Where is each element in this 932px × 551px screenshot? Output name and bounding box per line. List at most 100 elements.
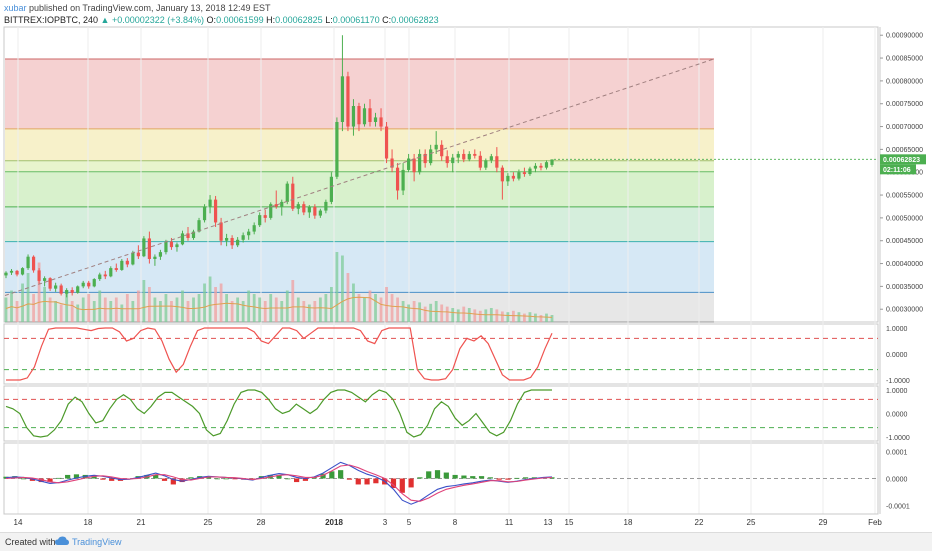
candle-body xyxy=(407,158,411,170)
high-value: 0.00062825 xyxy=(275,15,323,25)
time-axis-label: 28 xyxy=(257,518,266,527)
volume-bar xyxy=(54,301,58,322)
candle-body xyxy=(467,153,471,160)
time-axis-label: 29 xyxy=(819,518,828,527)
tradingview-cloud-icon[interactable] xyxy=(55,536,69,546)
macd-histogram-bar xyxy=(338,470,344,479)
macd-histogram-bar xyxy=(522,477,529,479)
macd-histogram-bar xyxy=(21,478,27,480)
price-axis-label: 0.00065000 xyxy=(886,147,923,154)
candle-body xyxy=(252,225,256,232)
candle-body xyxy=(48,278,52,289)
candle-body xyxy=(186,233,190,238)
volume-bar xyxy=(164,294,168,322)
macd-pane[interactable]: 0.0001 0.0000 -0.0001 xyxy=(3,449,910,511)
stoch-pane-border xyxy=(3,323,879,385)
candle-body xyxy=(351,106,356,127)
volume-bar xyxy=(396,297,399,322)
candle-body xyxy=(302,204,306,213)
time-axis[interactable]: 14 18 21 25 28 2018 3 5 8 11 13 15 18 22 25 29 Feb xyxy=(4,513,882,527)
volume-bar xyxy=(539,315,543,322)
volume-bar xyxy=(103,297,107,322)
trend-line[interactable] xyxy=(4,58,715,296)
candle-body xyxy=(451,157,455,164)
last-price-tag-bg xyxy=(880,154,926,165)
macd-histogram-bar xyxy=(302,478,309,481)
volume-bar xyxy=(517,312,521,322)
rsi-pane-border xyxy=(3,385,879,442)
candle-body xyxy=(423,153,427,164)
candle-body xyxy=(4,272,8,276)
candle-body xyxy=(164,241,168,253)
fib-retracement[interactable] xyxy=(3,26,879,515)
candle-body xyxy=(109,268,113,277)
time-axis-label: Feb xyxy=(868,518,882,527)
volume-bar xyxy=(296,297,300,322)
macd-histogram-bar xyxy=(329,471,335,479)
candle-body xyxy=(373,117,378,122)
price-axis-label: 0.00075000 xyxy=(886,101,923,108)
author-link[interactable]: xubar xyxy=(4,3,27,13)
macd-histogram-bar xyxy=(100,478,106,480)
volume-bar xyxy=(147,287,151,322)
volume-bar xyxy=(329,287,333,322)
time-axis-label: 15 xyxy=(565,518,574,527)
volume-bar xyxy=(192,297,195,322)
candle-body xyxy=(269,204,273,218)
time-axis-label: 18 xyxy=(624,518,633,527)
fib-zone xyxy=(5,206,714,242)
volume-bar xyxy=(346,273,350,322)
price-axis-label: 0.00050000 xyxy=(886,215,923,222)
candle-body xyxy=(15,270,19,275)
volume-bar xyxy=(76,304,80,322)
macd-histogram-bar xyxy=(170,478,176,485)
volume-bar xyxy=(43,287,47,322)
candle-body xyxy=(197,220,201,232)
candle-body xyxy=(31,256,36,271)
volume-bar xyxy=(379,297,383,322)
candle-body xyxy=(43,278,47,281)
volume-bar xyxy=(32,294,35,322)
open-label: O: xyxy=(206,15,217,25)
price-axis-label: 0.00040000 xyxy=(886,261,923,268)
volume-bar xyxy=(252,294,256,322)
candle-body xyxy=(92,279,96,287)
volume-bar xyxy=(4,297,8,322)
stoch-rsi-pane[interactable]: 1.0000 0.0000 -1.0000 xyxy=(4,388,910,442)
volume-bar xyxy=(159,301,162,322)
stochastic-pane[interactable]: 1.0000 0.0000 -1.0000 xyxy=(4,326,910,385)
macd-histogram-bar xyxy=(29,478,36,481)
time-axis-label: 18 xyxy=(84,518,93,527)
candle-body xyxy=(307,206,311,213)
volume-bar xyxy=(495,309,499,322)
macd-axis-label: -0.0001 xyxy=(886,504,910,511)
volume-bar xyxy=(302,301,306,322)
volume-bar xyxy=(407,304,411,322)
volume-bar xyxy=(170,301,173,322)
candle-body xyxy=(511,175,515,179)
volume-bars xyxy=(4,252,554,322)
price-axis-label: 0.00070000 xyxy=(886,124,923,131)
volume-bar xyxy=(385,287,388,322)
symbol-label[interactable]: BITTREX:IOPBTC, 240 xyxy=(4,15,99,25)
volume-bar xyxy=(120,304,124,322)
macd-histogram-bar xyxy=(73,474,80,479)
volume-bar xyxy=(357,294,361,322)
candlestick-series[interactable] xyxy=(4,35,554,298)
volume-bar xyxy=(87,294,91,322)
high-label: H: xyxy=(266,15,276,25)
volume-bar xyxy=(528,312,532,322)
fib-zone xyxy=(5,160,714,172)
volume-bar xyxy=(236,297,240,322)
candle-body xyxy=(550,159,554,165)
tradingview-brand-link[interactable]: TradingView xyxy=(72,537,122,547)
volume-bar xyxy=(230,301,234,322)
macd-histogram-bar xyxy=(399,478,405,493)
candle-body xyxy=(191,231,196,238)
volume-bar xyxy=(412,301,416,322)
candle-body xyxy=(59,285,63,294)
volume-bar xyxy=(456,309,460,322)
volume-bar xyxy=(70,301,74,322)
volume-bar xyxy=(125,294,129,322)
